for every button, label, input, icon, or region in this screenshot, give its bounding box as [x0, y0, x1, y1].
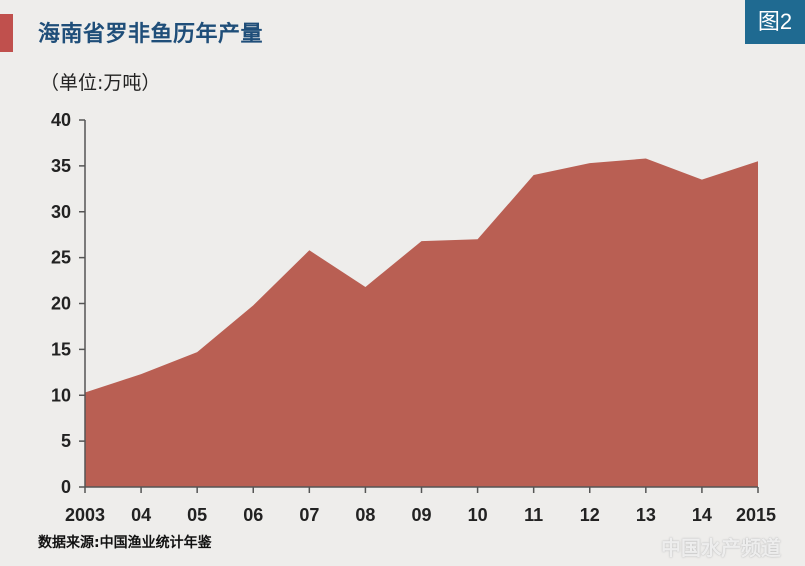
x-tick-label: 2003: [65, 505, 105, 525]
y-axis-unit-label: （单位:万吨）: [40, 72, 161, 94]
area-series-0: [85, 158, 758, 487]
y-tick-label: 0: [61, 477, 71, 497]
figure-number-badge: 图2: [745, 0, 805, 44]
y-tick-label: 40: [51, 110, 71, 130]
y-tick-label: 30: [51, 202, 71, 222]
x-tick-label: 06: [243, 505, 263, 525]
x-tick-label: 14: [692, 505, 712, 525]
x-tick-label: 08: [355, 505, 375, 525]
chart-title: 海南省罗非鱼历年产量: [38, 22, 264, 47]
x-tick-label: 2015: [736, 505, 776, 525]
title-accent-bar: [0, 14, 13, 52]
x-tick-label: 13: [636, 505, 656, 525]
y-tick-label: 5: [61, 431, 71, 451]
x-tick-label: 07: [299, 505, 319, 525]
y-tick-label: 25: [51, 248, 71, 268]
data-source-note: 数据来源:中国渔业统计年鉴: [38, 535, 212, 551]
x-tick-label: 10: [468, 505, 488, 525]
y-tick-label: 15: [51, 339, 71, 359]
x-tick-label: 09: [411, 505, 431, 525]
y-tick-label: 10: [51, 385, 71, 405]
y-tick-label: 35: [51, 156, 71, 176]
x-tick-label: 11: [524, 505, 543, 525]
x-tick-label: 04: [131, 505, 151, 525]
x-tick-label: 05: [187, 505, 207, 525]
x-tick-label: 12: [580, 505, 600, 525]
watermark: 中国水产频道: [661, 536, 781, 560]
y-tick-label: 20: [51, 294, 71, 314]
